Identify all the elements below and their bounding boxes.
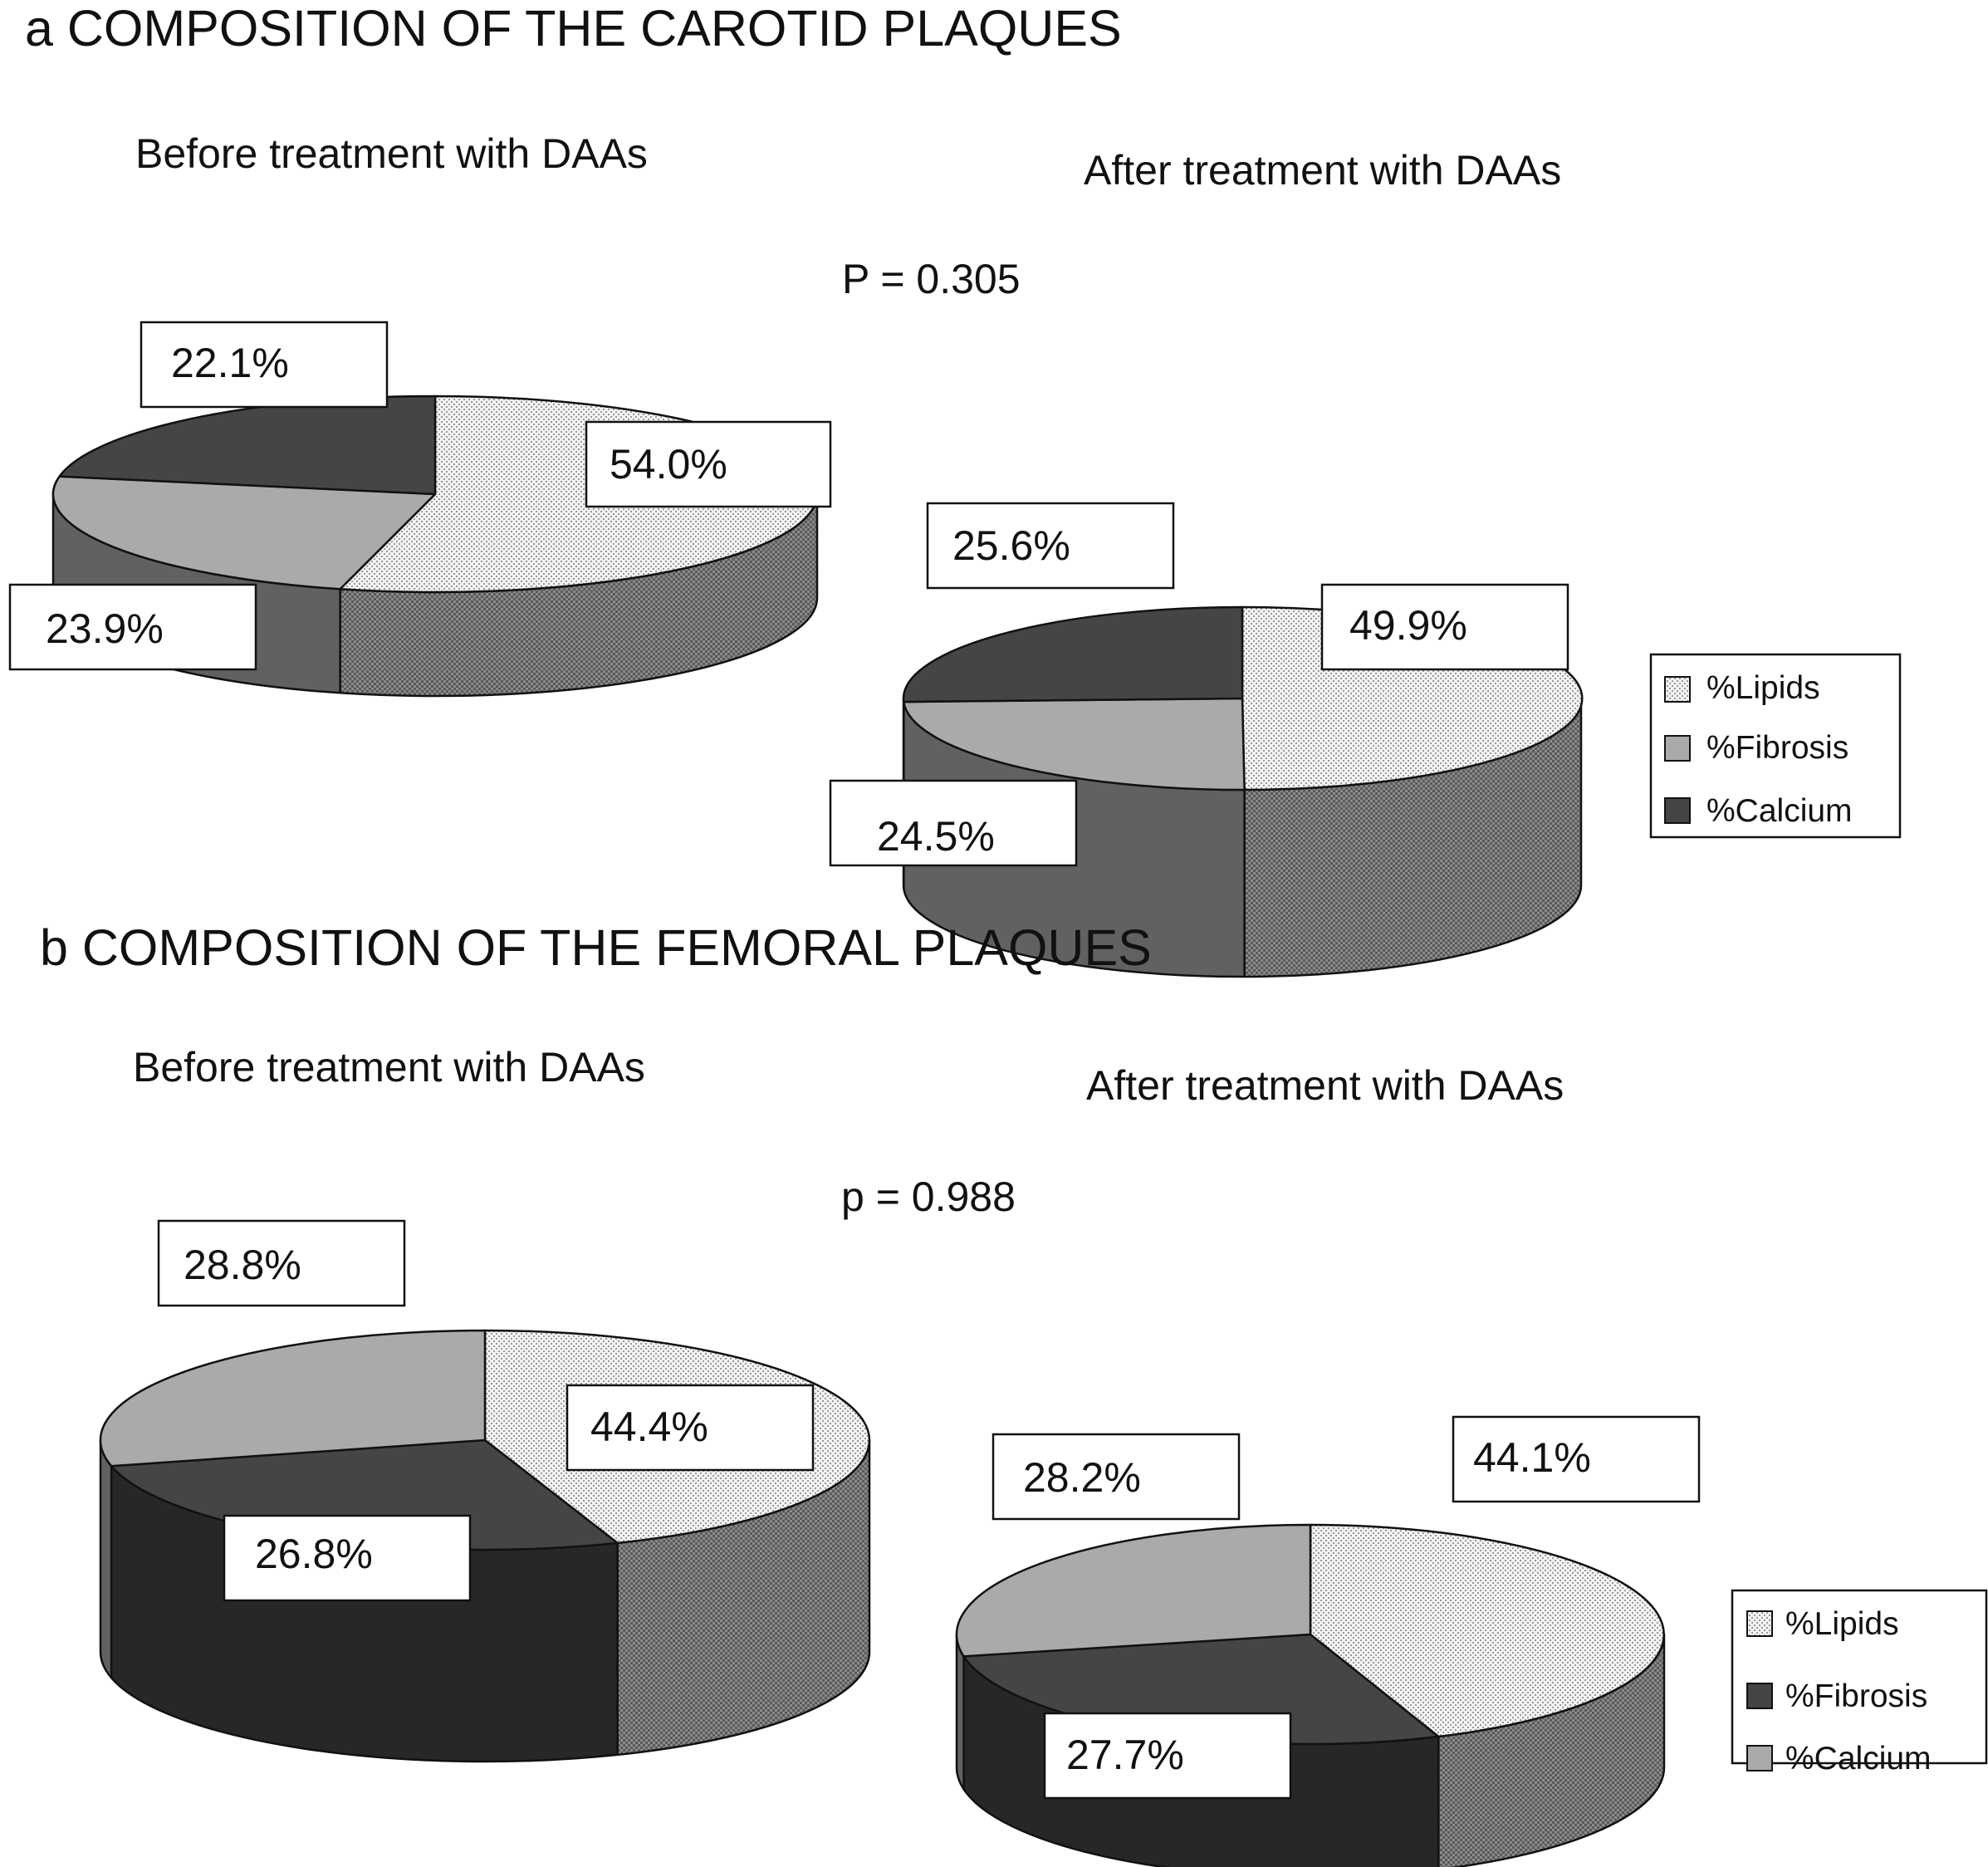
femoral-after-label-calcium: 28.2% bbox=[992, 1433, 1241, 1521]
femoral-legend-swatch-lipids bbox=[1746, 1610, 1773, 1637]
carotid-before-slice-fibrosis bbox=[51, 475, 437, 590]
femoral-after-label-fibrosis: 27.7% bbox=[1043, 1712, 1292, 1800]
femoral-before-calcium-value: 28.8% bbox=[184, 1242, 301, 1288]
carotid-after-lipids-value: 49.9% bbox=[1349, 602, 1467, 649]
femoral-legend-swatch-calcium bbox=[1746, 1745, 1773, 1771]
carotid-after-label-fibrosis: 24.5% bbox=[829, 779, 1078, 867]
carotid-before-label-calcium: 22.1% bbox=[140, 321, 389, 409]
femoral-before-label-lipids: 44.4% bbox=[566, 1384, 815, 1472]
carotid-before-label-lipids: 54.0% bbox=[585, 420, 832, 508]
femoral-before-title: Before treatment with DAAs bbox=[133, 1044, 645, 1090]
femoral-before-label-fibrosis: 26.8% bbox=[223, 1514, 472, 1602]
carotid-legend-swatch-fibrosis bbox=[1664, 735, 1691, 762]
carotid-after-slice-calcium bbox=[902, 605, 1244, 703]
carotid-legend-swatch-calcium bbox=[1664, 797, 1691, 824]
carotid-legend-label-lipids: %Lipids bbox=[1706, 670, 1820, 706]
femoral-after-slice-calcium bbox=[955, 1523, 1312, 1658]
femoral-before-fibrosis-value: 26.8% bbox=[255, 1531, 373, 1577]
femoral-after-pie bbox=[955, 1523, 1666, 1867]
carotid-legend-label-fibrosis: %Fibrosis bbox=[1706, 730, 1848, 766]
femoral-legend-item-lipids: %Lipids bbox=[1746, 1606, 1899, 1642]
femoral-after-side-calcium bbox=[955, 1633, 965, 1791]
femoral-legend-swatch-fibrosis bbox=[1746, 1683, 1773, 1709]
femoral-after-slice-lipids bbox=[1309, 1523, 1665, 1738]
carotid-before-lipids-value: 54.0% bbox=[610, 441, 727, 488]
carotid-before-title: Before treatment with DAAs bbox=[135, 130, 648, 177]
femoral-legend-item-calcium: %Calcium bbox=[1746, 1741, 1932, 1776]
femoral-before-label-calcium: 28.8% bbox=[157, 1219, 406, 1307]
carotid-legend: %Lipids %Fibrosis %Calcium bbox=[1649, 653, 1902, 839]
carotid-after-slice-fibrosis bbox=[903, 697, 1246, 791]
femoral-before-side-calcium bbox=[99, 1438, 113, 1679]
femoral-before-lipids-value: 44.4% bbox=[590, 1404, 708, 1450]
panel-a-heading: a COMPOSITION OF THE CAROTID PLAQUES bbox=[25, 0, 1122, 56]
carotid-after-label-calcium: 25.6% bbox=[926, 502, 1175, 590]
femoral-legend-label-lipids: %Lipids bbox=[1785, 1606, 1899, 1642]
femoral-legend-label-fibrosis: %Fibrosis bbox=[1785, 1678, 1927, 1714]
carotid-legend-item-fibrosis: %Fibrosis bbox=[1664, 730, 1848, 766]
femoral-legend-item-fibrosis: %Fibrosis bbox=[1746, 1678, 1927, 1714]
carotid-after-label-lipids: 49.9% bbox=[1320, 583, 1569, 671]
femoral-after-title: After treatment with DAAs bbox=[1086, 1062, 1564, 1109]
carotid-before-fibrosis-value: 23.9% bbox=[46, 605, 164, 652]
carotid-before-calcium-value: 22.1% bbox=[171, 340, 289, 386]
femoral-p-value: p = 0.988 bbox=[841, 1174, 1016, 1220]
carotid-after-calcium-value: 25.6% bbox=[952, 522, 1070, 569]
femoral-after-calcium-value: 28.2% bbox=[1023, 1454, 1141, 1501]
carotid-after-title: After treatment with DAAs bbox=[1084, 147, 1561, 194]
carotid-legend-item-lipids: %Lipids bbox=[1664, 670, 1820, 706]
femoral-before-slice-calcium bbox=[99, 1329, 487, 1468]
carotid-legend-label-calcium: %Calcium bbox=[1706, 793, 1853, 829]
carotid-before-label-fibrosis: 23.9% bbox=[8, 583, 257, 671]
femoral-legend-label-calcium: %Calcium bbox=[1785, 1741, 1932, 1776]
carotid-legend-swatch-lipids bbox=[1664, 676, 1691, 703]
femoral-after-lipids-value: 44.1% bbox=[1473, 1434, 1591, 1481]
femoral-after-label-lipids: 44.1% bbox=[1452, 1415, 1701, 1503]
carotid-legend-item-calcium: %Calcium bbox=[1664, 793, 1853, 829]
femoral-after-fibrosis-value: 27.7% bbox=[1066, 1732, 1184, 1778]
carotid-before-slice-calcium bbox=[58, 394, 437, 496]
panel-b-heading: b COMPOSITION OF THE FEMORAL PLAQUES bbox=[40, 919, 1152, 976]
femoral-legend: %Lipids %Fibrosis %Calcium bbox=[1731, 1589, 1988, 1776]
carotid-p-value: P = 0.305 bbox=[842, 256, 1021, 302]
carotid-after-fibrosis-value: 24.5% bbox=[877, 813, 995, 860]
